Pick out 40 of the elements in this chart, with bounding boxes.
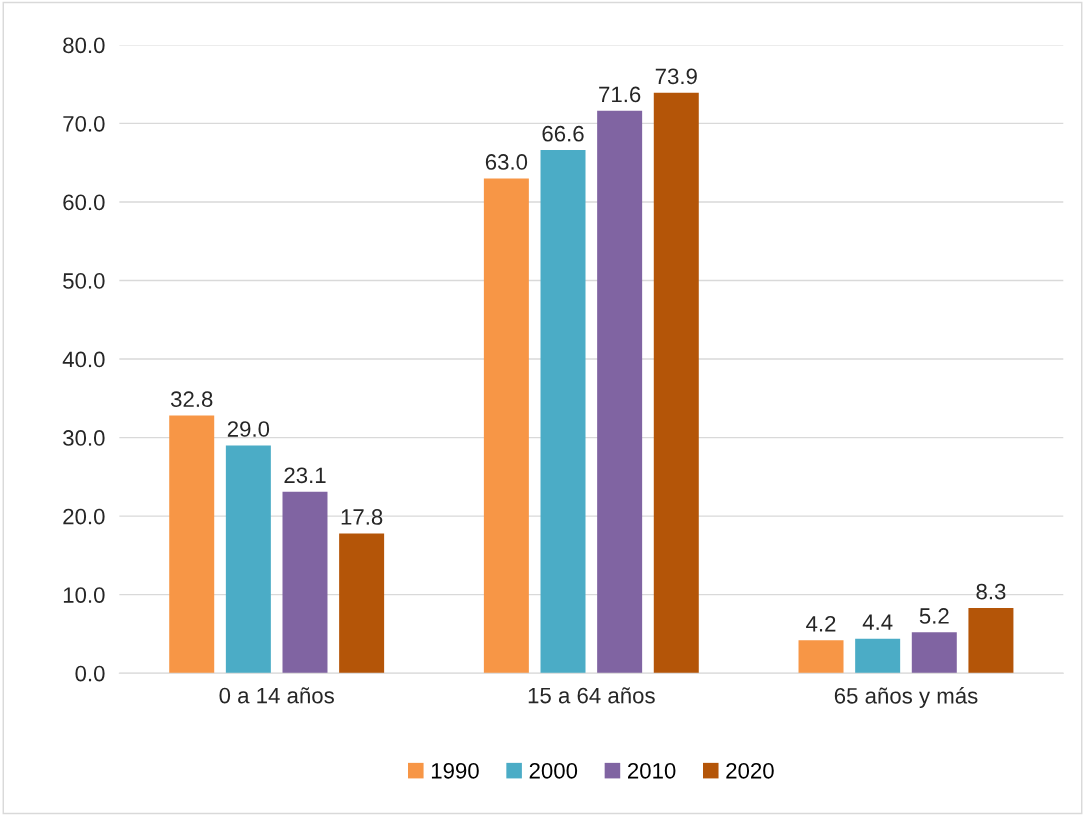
- data-label: 73.9: [655, 68, 697, 85]
- y-tick-label: 60.0: [63, 194, 105, 211]
- data-label: 71.6: [599, 86, 641, 103]
- y-tick-label: 70.0: [63, 115, 105, 132]
- bar: [597, 110, 643, 674]
- data-label: 66.6: [542, 125, 584, 142]
- y-tick-label: 20.0: [63, 508, 105, 525]
- x-tick-label: 65 años y más: [834, 687, 978, 709]
- y-tick-label: 10.0: [63, 587, 105, 603]
- bar: [968, 608, 1014, 674]
- legend-label: 2020: [726, 762, 774, 779]
- y-tick-label: 40.0: [62, 351, 105, 368]
- bar: [483, 178, 529, 674]
- data-label: 17.8: [341, 509, 383, 525]
- bar: [855, 638, 901, 674]
- bar: [225, 445, 271, 674]
- legend-label: 2010: [628, 762, 676, 779]
- bar: [798, 640, 844, 674]
- data-label: 4.2: [806, 615, 836, 632]
- data-label: 63.0: [485, 154, 528, 170]
- data-label: 32.8: [170, 391, 213, 408]
- legend-label: 1990: [431, 762, 479, 779]
- y-tick-label: 30.0: [63, 430, 105, 446]
- x-tick-label: 0 a 14 años: [219, 687, 334, 704]
- data-label: 5.2: [919, 608, 949, 624]
- y-tick-label: 0.0: [75, 665, 105, 682]
- data-label: 8.3: [976, 583, 1006, 600]
- bar: [911, 632, 957, 674]
- bar: [339, 533, 385, 674]
- bar: [653, 92, 699, 674]
- y-tick-label: 50.0: [63, 273, 105, 289]
- legend-label: 2000: [529, 762, 578, 779]
- y-tick-label: 80.0: [63, 37, 105, 54]
- bar: [169, 415, 215, 674]
- bar: [282, 491, 328, 674]
- data-label: 4.4: [862, 614, 893, 630]
- x-tick-label: 15 a 64 años: [528, 687, 655, 704]
- data-label: 29.0: [227, 421, 270, 437]
- bar: [540, 150, 586, 674]
- data-label: 23.1: [284, 467, 326, 484]
